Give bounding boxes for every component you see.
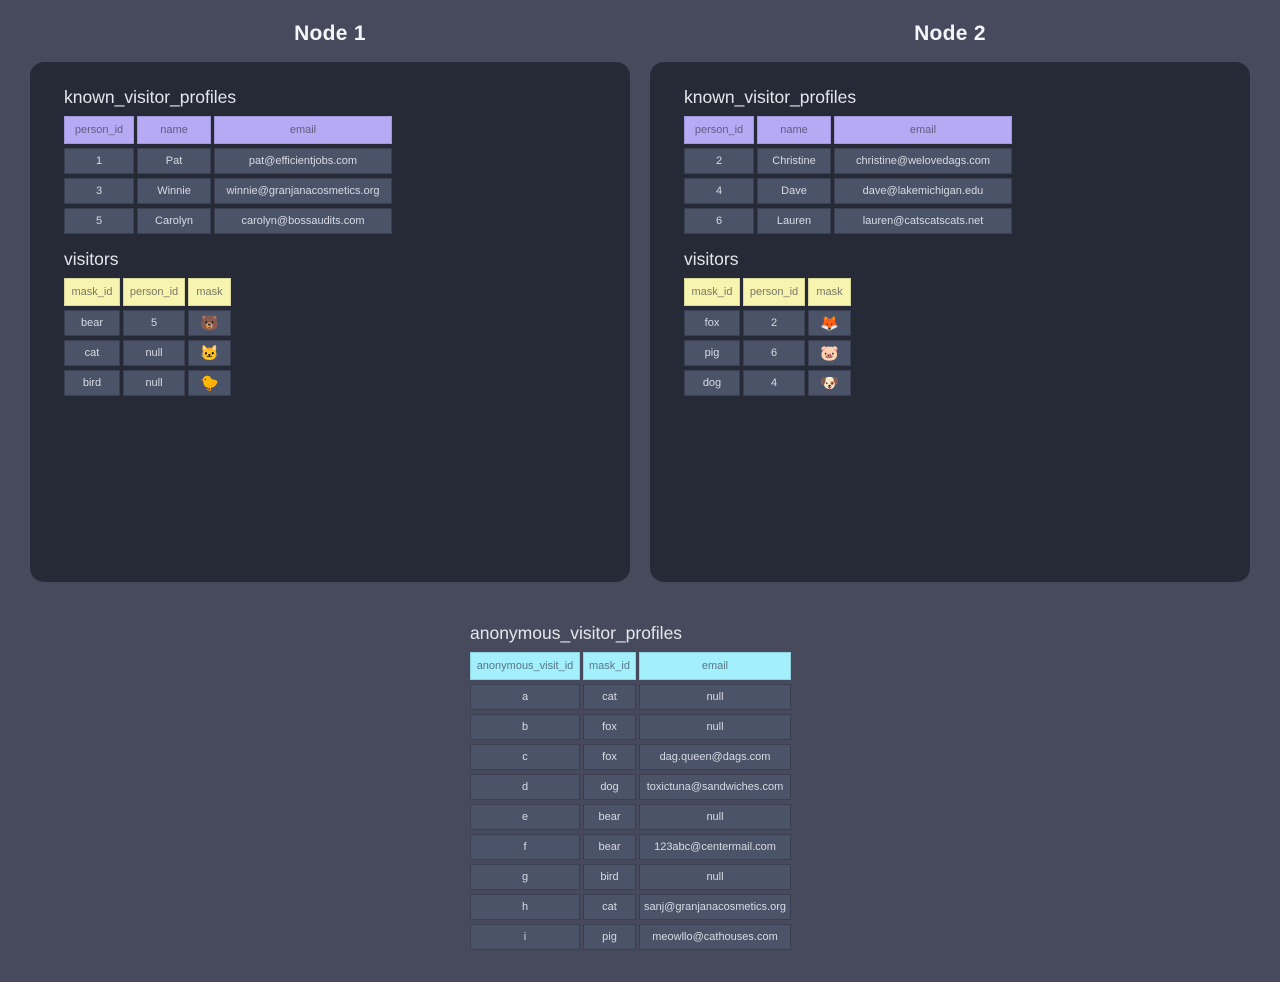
node1-panel: known_visitor_profiles person_id name emai… bbox=[30, 62, 630, 582]
column-header-mask_id: mask_id bbox=[684, 278, 740, 306]
table-cell: dog bbox=[583, 774, 636, 800]
column-header-mask: mask bbox=[808, 278, 851, 306]
table-cell: meowllo@cathouses.com bbox=[639, 924, 791, 950]
node2-panel: known_visitor_profiles person_id name emai… bbox=[650, 62, 1250, 582]
column-header-email: email bbox=[639, 652, 791, 680]
table-cell: h bbox=[470, 894, 580, 920]
table-cell: Christine bbox=[757, 148, 831, 174]
table-cell: bird bbox=[583, 864, 636, 890]
mask-emoji-cell: 🐱 bbox=[188, 340, 231, 366]
column-header-person_id: person_id bbox=[743, 278, 805, 306]
table-cell: dave@lakemichigan.edu bbox=[834, 178, 1012, 204]
table-cell: 6 bbox=[684, 208, 754, 234]
table-cell: 2 bbox=[684, 148, 754, 174]
column-header-person_id: person_id bbox=[123, 278, 185, 306]
anonymous-visitor-profiles-table: anonymous_visit_id mask_id email a cat null b f… bbox=[470, 652, 791, 950]
column-header-email: email bbox=[214, 116, 392, 144]
table-cell: 1 bbox=[64, 148, 134, 174]
node2-title: Node 2 bbox=[914, 22, 986, 45]
node2-visitors-table: mask_id person_id mask fox 2 🦊 pig 6 🐷 dog 4 🐶 bbox=[684, 278, 851, 396]
column-header-name: name bbox=[757, 116, 831, 144]
mask-emoji-cell: 🐶 bbox=[808, 370, 851, 396]
table-cell: Lauren bbox=[757, 208, 831, 234]
table-cell: 123abc@centermail.com bbox=[639, 834, 791, 860]
node1-visitors-title: visitors bbox=[64, 249, 119, 269]
table-cell: f bbox=[470, 834, 580, 860]
table-cell: d bbox=[470, 774, 580, 800]
table-cell: e bbox=[470, 804, 580, 830]
table-cell: fox bbox=[583, 744, 636, 770]
table-cell: 3 bbox=[64, 178, 134, 204]
table-cell: carolyn@bossaudits.com bbox=[214, 208, 392, 234]
table-cell: pig bbox=[684, 340, 740, 366]
table-cell: 5 bbox=[123, 310, 185, 336]
column-header-person_id: person_id bbox=[64, 116, 134, 144]
table-cell: Pat bbox=[137, 148, 211, 174]
column-header-anonymous_visit_id: anonymous_visit_id bbox=[470, 652, 580, 680]
table-cell: cat bbox=[64, 340, 120, 366]
table-cell: christine@welovedags.com bbox=[834, 148, 1012, 174]
table-cell: c bbox=[470, 744, 580, 770]
table-cell: 6 bbox=[743, 340, 805, 366]
table-cell: bird bbox=[64, 370, 120, 396]
mask-emoji-cell: 🐻 bbox=[188, 310, 231, 336]
table-cell: cat bbox=[583, 684, 636, 710]
table-cell: b bbox=[470, 714, 580, 740]
column-header-name: name bbox=[137, 116, 211, 144]
table-cell: bear bbox=[583, 804, 636, 830]
node2-known-visitor-profiles-table: person_id name email 2 Christine christine@we… bbox=[684, 116, 1012, 234]
table-cell: lauren@catscatscats.net bbox=[834, 208, 1012, 234]
table-cell: null bbox=[639, 684, 791, 710]
table-cell: sanj@granjanacosmetics.org bbox=[639, 894, 791, 920]
table-cell: Carolyn bbox=[137, 208, 211, 234]
node2-visitors-title: visitors bbox=[684, 249, 739, 269]
column-header-mask_id: mask_id bbox=[583, 652, 636, 680]
node1-known-visitor-profiles-title: known_visitor_profiles bbox=[64, 87, 237, 107]
table-cell: toxictuna@sandwiches.com bbox=[639, 774, 791, 800]
node2-known-visitor-profiles-title: known_visitor_profiles bbox=[684, 87, 857, 107]
table-cell: Dave bbox=[757, 178, 831, 204]
table-cell: bear bbox=[583, 834, 636, 860]
mask-emoji-cell: 🦊 bbox=[808, 310, 851, 336]
mask-emoji-cell: 🐷 bbox=[808, 340, 851, 366]
table-cell: g bbox=[470, 864, 580, 890]
column-header-mask: mask bbox=[188, 278, 231, 306]
table-cell: null bbox=[123, 370, 185, 396]
anonymous-visitor-profiles-title: anonymous_visitor_profiles bbox=[470, 623, 683, 643]
column-header-mask_id: mask_id bbox=[64, 278, 120, 306]
table-cell: 4 bbox=[684, 178, 754, 204]
table-cell: null bbox=[123, 340, 185, 366]
table-cell: winnie@granjanacosmetics.org bbox=[214, 178, 392, 204]
table-cell: pig bbox=[583, 924, 636, 950]
table-cell: pat@efficientjobs.com bbox=[214, 148, 392, 174]
column-header-email: email bbox=[834, 116, 1012, 144]
table-cell: Winnie bbox=[137, 178, 211, 204]
table-cell: a bbox=[470, 684, 580, 710]
table-cell: fox bbox=[583, 714, 636, 740]
table-cell: 4 bbox=[743, 370, 805, 396]
anonymous-visitor-profiles-section: anonymous_visitor_profiles anonymous_vis… bbox=[470, 622, 791, 950]
table-cell: 2 bbox=[743, 310, 805, 336]
mask-emoji-cell: 🐤 bbox=[188, 370, 231, 396]
table-cell: null bbox=[639, 714, 791, 740]
table-cell: dog bbox=[684, 370, 740, 396]
table-cell: i bbox=[470, 924, 580, 950]
table-cell: cat bbox=[583, 894, 636, 920]
column-header-person_id: person_id bbox=[684, 116, 754, 144]
table-cell: null bbox=[639, 864, 791, 890]
table-cell: 5 bbox=[64, 208, 134, 234]
node1-known-visitor-profiles-table: person_id name email 1 Pat pat@efficientjobs.… bbox=[64, 116, 392, 234]
table-cell: bear bbox=[64, 310, 120, 336]
table-cell: dag.queen@dags.com bbox=[639, 744, 791, 770]
node1-visitors-table: mask_id person_id mask bear 5 🐻 cat null 🐱 bird nu… bbox=[64, 278, 231, 396]
node1-title: Node 1 bbox=[294, 22, 366, 45]
table-cell: fox bbox=[684, 310, 740, 336]
table-cell: null bbox=[639, 804, 791, 830]
